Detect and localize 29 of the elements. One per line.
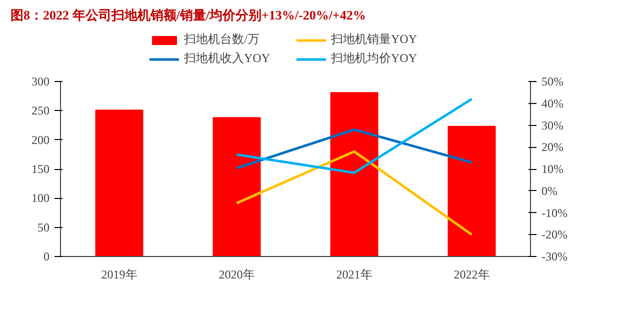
y2-tick-label: -30%: [542, 250, 568, 264]
x-tick-label: 2019年: [101, 268, 138, 282]
y-tick-label: 300: [32, 74, 50, 88]
y2-tick-label: -20%: [542, 228, 568, 242]
x-tick-label: 2022年: [454, 268, 490, 282]
y2-tick-label: 40%: [542, 96, 564, 110]
y2-tick-label: 50%: [542, 74, 564, 88]
x-tick-label: 2021年: [336, 268, 372, 282]
y-tick-label: 100: [32, 191, 50, 206]
y-tick-label: 250: [32, 104, 50, 118]
y2-tick-label: -10%: [542, 206, 568, 220]
y-tick-label: 0: [44, 250, 50, 264]
bar: [212, 117, 261, 256]
chart-title: 图8：2022 年公司扫地机销额/销量/均价分别+13%/-20%/+42%: [10, 8, 366, 22]
y-tick-label: 200: [32, 132, 50, 147]
legend-label: 扫地机均价YOY: [331, 50, 418, 67]
bar: [448, 126, 496, 256]
legend-label: 扫地机销量YOY: [331, 31, 418, 48]
bar: [330, 92, 378, 256]
legend-label: 扫地机台数/万: [184, 31, 260, 48]
y2-tick-label: 10%: [542, 162, 564, 176]
y-tick-label: 150: [32, 162, 50, 176]
bar: [95, 110, 144, 256]
legend-label: 扫地机收入YOY: [184, 50, 271, 67]
x-tick-label: 2020年: [218, 268, 255, 282]
y2-tick-label: 30%: [542, 118, 564, 132]
y2-tick-label: 20%: [542, 140, 564, 154]
y-tick-label: 50: [38, 220, 50, 234]
y2-tick-label: 0%: [542, 184, 558, 198]
